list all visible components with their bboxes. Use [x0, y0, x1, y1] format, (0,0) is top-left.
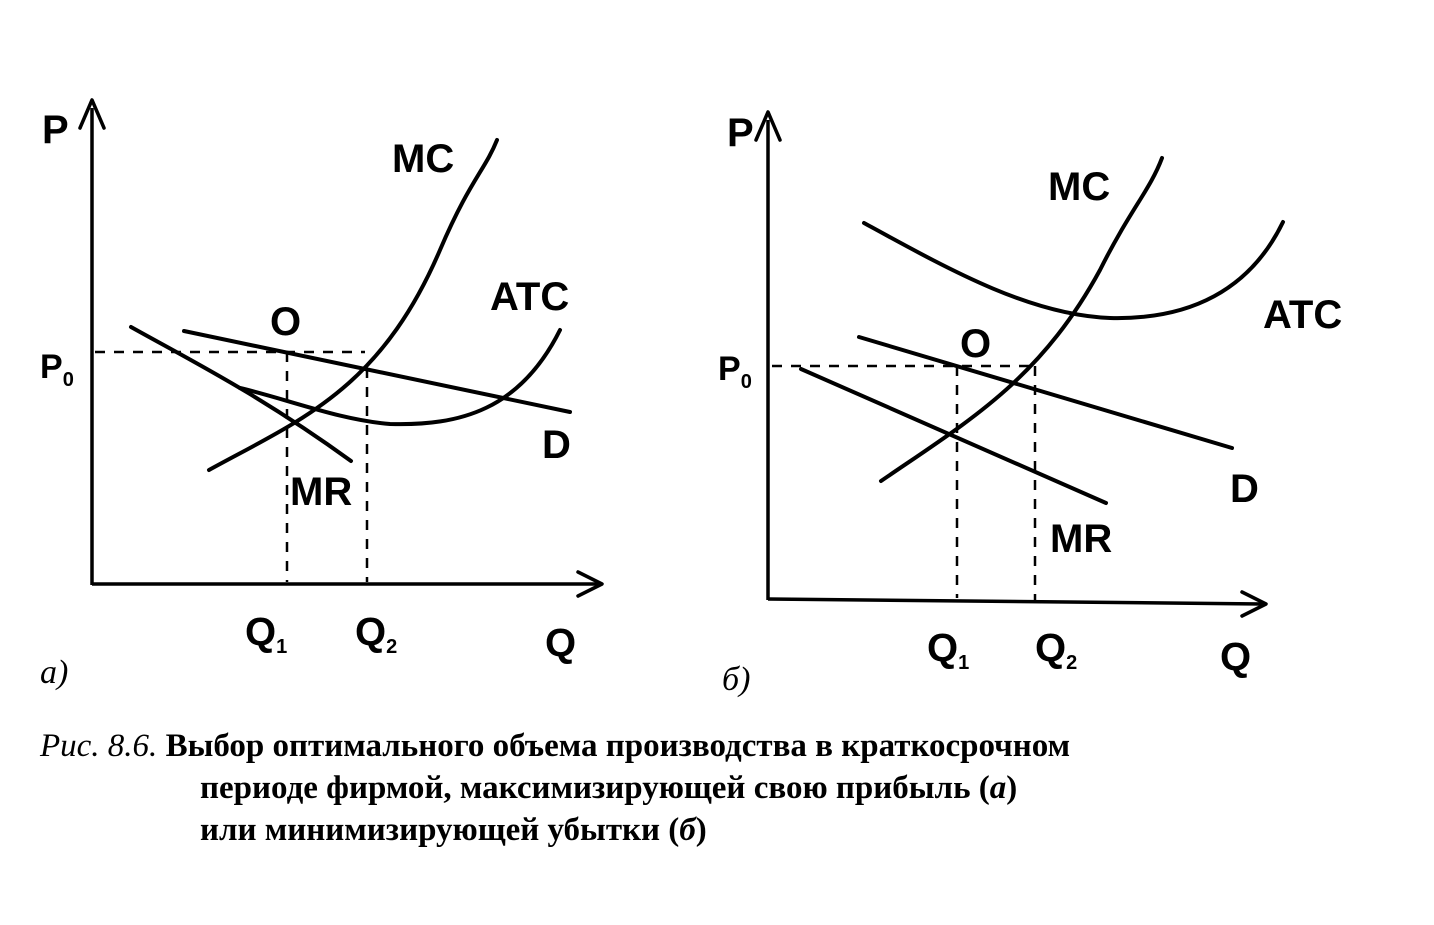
mc-label-a: MC — [392, 137, 454, 181]
q2-label-a: Q2 — [355, 610, 397, 658]
d-label-a: D — [542, 423, 571, 467]
caption-line-3: или минимизирующей убытки (б) — [200, 812, 707, 848]
figure-reference: Рис. 8.6. — [40, 728, 158, 764]
q-axis-b — [767, 597, 1263, 606]
d-label-b: D — [1230, 467, 1259, 511]
q-axis-label-b: Q — [1220, 635, 1251, 679]
mc-curve-b — [879, 156, 1164, 483]
atc-curve-a — [238, 328, 562, 427]
atc-label-a: ATC — [490, 275, 569, 319]
q-axis-label-a: Q — [545, 621, 576, 665]
atc-label-b: ATC — [1263, 293, 1342, 337]
mr-label-a: MR — [290, 470, 352, 514]
q1-label-a: Q1 — [245, 610, 287, 658]
caption-line-2: периоде фирмой, максимизирующей свою при… — [200, 770, 1018, 806]
q2-label-b: Q2 — [1035, 626, 1077, 674]
panel-tag-b: б) — [722, 661, 750, 698]
mr-line-a — [129, 325, 353, 463]
point-o-label-a: O — [270, 300, 301, 344]
q-axis-arrow-a — [576, 570, 604, 598]
point-o-label-b: O — [960, 322, 991, 366]
mr-line-b — [799, 367, 1108, 505]
caption-line-1: Рис. 8.6. Выбор оптимального объема прои… — [40, 728, 1071, 764]
figure-caption: Рис. 8.6. Выбор оптимального объема прои… — [40, 725, 1340, 851]
mr-label-b: MR — [1050, 517, 1112, 561]
p-axis-label-b: P — [727, 111, 754, 155]
p-axis-arrow-b — [754, 110, 782, 142]
mc-curve-a — [207, 138, 499, 472]
atc-curve-b — [862, 220, 1285, 321]
q-axis-arrow-b — [1240, 590, 1268, 618]
p0-label-b: P0 — [718, 350, 752, 393]
demand-line-a — [182, 329, 572, 414]
panel-b: P P0 MC ATC D MR O Q1 Q2 Q б) — [718, 110, 1342, 698]
panel-a: P P0 MC ATC D MR O Q1 Q2 Q а) — [40, 98, 604, 691]
mc-label-b: MC — [1048, 165, 1110, 209]
p-axis-label-a: P — [42, 108, 69, 152]
demand-line-b — [857, 335, 1234, 450]
panel-tag-a: а) — [40, 654, 68, 691]
p0-label-a: P0 — [40, 348, 74, 391]
p-axis-arrow-a — [78, 98, 106, 130]
q1-label-b: Q1 — [927, 626, 969, 674]
